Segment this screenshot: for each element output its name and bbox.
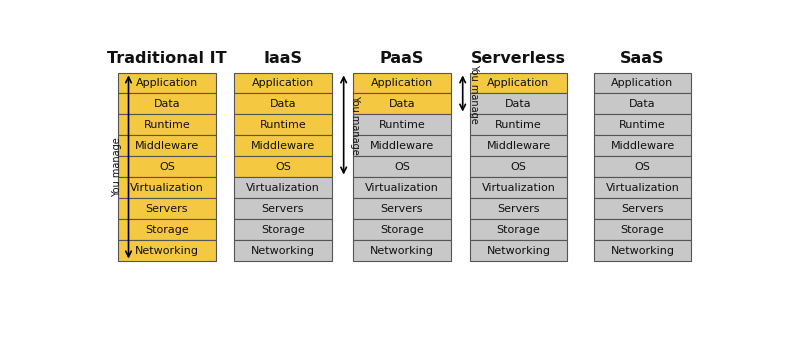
Text: Runtime: Runtime [259, 120, 306, 130]
FancyBboxPatch shape [234, 240, 332, 261]
FancyBboxPatch shape [118, 156, 216, 178]
Text: Networking: Networking [370, 246, 434, 256]
FancyBboxPatch shape [470, 240, 567, 261]
FancyBboxPatch shape [594, 199, 691, 219]
FancyBboxPatch shape [118, 114, 216, 135]
Text: OS: OS [510, 162, 526, 172]
FancyBboxPatch shape [234, 73, 332, 93]
FancyBboxPatch shape [234, 135, 332, 156]
Text: Servers: Servers [498, 204, 540, 214]
Text: Middleware: Middleware [250, 141, 315, 151]
FancyBboxPatch shape [470, 135, 567, 156]
FancyBboxPatch shape [118, 93, 216, 114]
Text: Serverless: Serverless [471, 51, 566, 66]
FancyBboxPatch shape [234, 199, 332, 219]
FancyBboxPatch shape [118, 199, 216, 219]
Text: IaaS: IaaS [263, 51, 302, 66]
FancyBboxPatch shape [234, 219, 332, 240]
Text: Runtime: Runtime [378, 120, 426, 130]
FancyBboxPatch shape [594, 114, 691, 135]
Text: Middleware: Middleware [370, 141, 434, 151]
Text: Storage: Storage [145, 225, 189, 235]
Text: Middleware: Middleware [486, 141, 550, 151]
FancyBboxPatch shape [594, 240, 691, 261]
FancyBboxPatch shape [594, 219, 691, 240]
FancyBboxPatch shape [353, 93, 451, 114]
Text: Runtime: Runtime [495, 120, 542, 130]
Text: Application: Application [252, 78, 314, 88]
Text: PaaS: PaaS [380, 51, 424, 66]
Text: Networking: Networking [251, 246, 315, 256]
FancyBboxPatch shape [353, 114, 451, 135]
Text: Networking: Networking [135, 246, 199, 256]
FancyBboxPatch shape [594, 73, 691, 93]
Text: You manage: You manage [469, 64, 479, 123]
Text: Virtualization: Virtualization [130, 183, 204, 193]
FancyBboxPatch shape [353, 178, 451, 199]
Text: Application: Application [611, 78, 674, 88]
FancyBboxPatch shape [234, 93, 332, 114]
Text: Networking: Networking [610, 246, 674, 256]
Text: Application: Application [487, 78, 550, 88]
Text: Runtime: Runtime [619, 120, 666, 130]
Text: Application: Application [136, 78, 198, 88]
Text: OS: OS [394, 162, 410, 172]
FancyBboxPatch shape [470, 73, 567, 93]
FancyBboxPatch shape [470, 178, 567, 199]
FancyBboxPatch shape [470, 156, 567, 178]
Text: Servers: Servers [622, 204, 664, 214]
Text: Storage: Storage [380, 225, 424, 235]
FancyBboxPatch shape [353, 156, 451, 178]
Text: Virtualization: Virtualization [482, 183, 555, 193]
Text: Data: Data [154, 99, 180, 109]
Text: Middleware: Middleware [135, 141, 199, 151]
Text: Traditional IT: Traditional IT [107, 51, 226, 66]
Text: Servers: Servers [146, 204, 188, 214]
Text: Virtualization: Virtualization [606, 183, 679, 193]
Text: Virtualization: Virtualization [365, 183, 439, 193]
Text: Data: Data [629, 99, 656, 109]
FancyBboxPatch shape [234, 156, 332, 178]
Text: Virtualization: Virtualization [246, 183, 320, 193]
FancyBboxPatch shape [594, 178, 691, 199]
Text: Runtime: Runtime [143, 120, 190, 130]
Text: Data: Data [389, 99, 415, 109]
Text: You manage: You manage [350, 95, 360, 155]
FancyBboxPatch shape [234, 178, 332, 199]
FancyBboxPatch shape [594, 135, 691, 156]
FancyBboxPatch shape [594, 156, 691, 178]
FancyBboxPatch shape [594, 93, 691, 114]
Text: Data: Data [270, 99, 296, 109]
FancyBboxPatch shape [470, 93, 567, 114]
Text: Storage: Storage [621, 225, 664, 235]
FancyBboxPatch shape [470, 219, 567, 240]
FancyBboxPatch shape [118, 219, 216, 240]
Text: Data: Data [505, 99, 532, 109]
FancyBboxPatch shape [470, 114, 567, 135]
FancyBboxPatch shape [118, 73, 216, 93]
FancyBboxPatch shape [353, 219, 451, 240]
Text: Storage: Storage [261, 225, 305, 235]
Text: Application: Application [371, 78, 433, 88]
Text: OS: OS [634, 162, 650, 172]
Text: Middleware: Middleware [610, 141, 674, 151]
FancyBboxPatch shape [118, 240, 216, 261]
FancyBboxPatch shape [234, 114, 332, 135]
Text: SaaS: SaaS [620, 51, 665, 66]
FancyBboxPatch shape [353, 73, 451, 93]
Text: OS: OS [275, 162, 291, 172]
FancyBboxPatch shape [353, 199, 451, 219]
FancyBboxPatch shape [353, 240, 451, 261]
Text: Networking: Networking [486, 246, 550, 256]
Text: Servers: Servers [262, 204, 304, 214]
Text: Storage: Storage [497, 225, 540, 235]
FancyBboxPatch shape [470, 199, 567, 219]
Text: OS: OS [159, 162, 175, 172]
FancyBboxPatch shape [118, 135, 216, 156]
Text: You manage: You manage [112, 137, 122, 197]
FancyBboxPatch shape [353, 135, 451, 156]
FancyBboxPatch shape [118, 178, 216, 199]
Text: Servers: Servers [381, 204, 423, 214]
